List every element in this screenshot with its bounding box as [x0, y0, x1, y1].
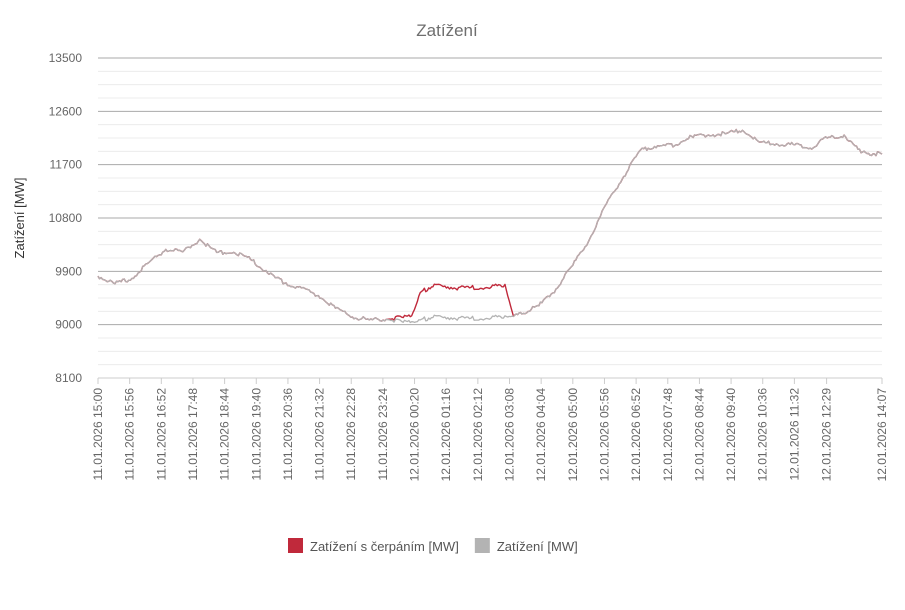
x-tick-label: 12.01.2026 06:52 — [629, 388, 643, 482]
x-tick-label: 12.01.2026 05:00 — [566, 388, 580, 482]
x-tick-label: 12.01.2026 05:56 — [597, 388, 611, 482]
y-tick-label: 8100 — [55, 371, 82, 385]
x-tick-label: 12.01.2026 01:16 — [439, 388, 453, 482]
x-tick-label: 11.01.2026 20:36 — [281, 388, 295, 481]
x-tick-label: 12.01.2026 00:20 — [408, 388, 422, 482]
x-tick-label: 12.01.2026 14:07 — [875, 388, 889, 482]
y-tick-label: 11700 — [50, 158, 83, 172]
x-tick-label: 12.01.2026 09:40 — [724, 388, 738, 482]
series-line-0 — [97, 128, 883, 322]
x-tick-label: 11.01.2026 16:52 — [154, 388, 168, 481]
legend-swatch-1[interactable] — [474, 538, 490, 553]
y-tick-label: 9900 — [55, 264, 82, 278]
x-tick-label: 11.01.2026 15:56 — [123, 388, 137, 481]
y-tick-label: 9000 — [55, 318, 82, 332]
x-tick-label: 11.01.2026 17:48 — [186, 388, 200, 481]
y-tick-label: 12600 — [49, 104, 83, 118]
legend-label-1[interactable]: Zatížení [MW] — [497, 539, 578, 554]
x-axis-ticks: 11.01.2026 15:00 11.01.2026 15:56 11.01.20… — [91, 378, 889, 481]
grid-lines — [98, 57, 882, 379]
y-tick-label: 10800 — [49, 211, 83, 225]
chart-title: Zatížení — [416, 21, 478, 40]
series-lines — [97, 128, 883, 324]
x-tick-label: 12.01.2026 04:04 — [534, 388, 548, 482]
legend-label-0[interactable]: Zatížení s čerpáním [MW] — [310, 539, 459, 554]
x-tick-label: 11.01.2026 18:44 — [218, 388, 232, 481]
x-tick-label: 12.01.2026 03:08 — [503, 388, 517, 482]
legend-swatch-0[interactable] — [288, 538, 303, 553]
legend: Zatížení s čerpáním [MW] Zatížení [MW] — [288, 538, 578, 554]
y-tick-label: 13500 — [49, 51, 83, 65]
x-tick-label: 12.01.2026 11:32 — [787, 388, 801, 481]
x-tick-label: 12.01.2026 02:12 — [471, 388, 485, 482]
x-tick-label: 11.01.2026 15:00 — [91, 388, 105, 481]
x-tick-label: 11.01.2026 22:28 — [344, 388, 358, 481]
y-axis-label: Zatížení [MW] — [12, 178, 27, 259]
y-axis-ticks: 8100 9000 9900 10800 11700 12600 13500 — [49, 51, 83, 385]
x-tick-label: 11.01.2026 23:24 — [376, 388, 390, 481]
x-tick-label: 12.01.2026 07:48 — [661, 388, 675, 482]
series-line-1 — [97, 128, 883, 324]
x-tick-label: 12.01.2026 08:44 — [692, 388, 706, 482]
x-tick-label: 12.01.2026 10:36 — [756, 388, 770, 482]
x-tick-label: 12.01.2026 12:29 — [820, 388, 834, 482]
x-tick-label: 11.01.2026 21:32 — [313, 388, 327, 481]
x-tick-label: 11.01.2026 19:40 — [249, 388, 263, 481]
